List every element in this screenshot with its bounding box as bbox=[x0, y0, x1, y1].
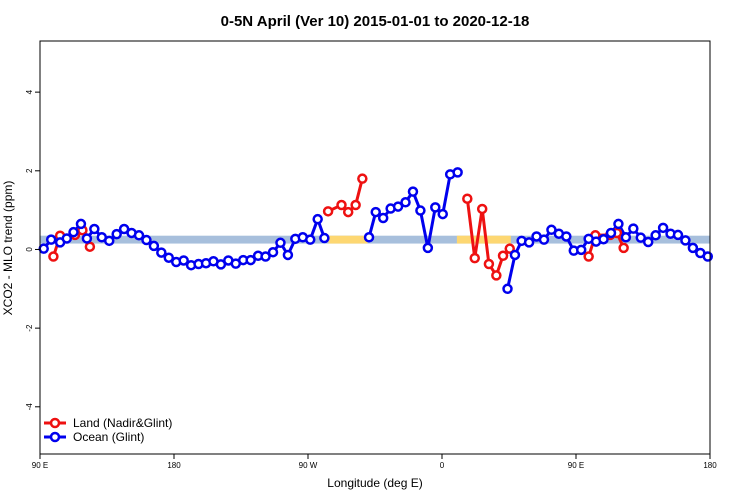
ocean-point-32 bbox=[275, 237, 286, 249]
ocean-point-13 bbox=[133, 230, 145, 241]
land-point-6 bbox=[336, 199, 347, 211]
ocean-point-53 bbox=[509, 249, 521, 261]
ocean-point-55 bbox=[523, 237, 535, 248]
ocean-point-45 bbox=[407, 186, 419, 197]
ocean-point-70 bbox=[635, 232, 647, 243]
legend-ocean-swatch-marker bbox=[49, 431, 61, 443]
legend-ocean-label: Ocean (Glint) bbox=[73, 430, 144, 444]
ocean-point-33 bbox=[282, 249, 294, 261]
reference-band-highlight-2 bbox=[456, 235, 511, 244]
ocean-point-46 bbox=[415, 205, 426, 216]
land-point-9 bbox=[357, 173, 368, 184]
ocean-point-72 bbox=[650, 230, 661, 241]
ocean-point-1 bbox=[45, 234, 57, 245]
ocean-point-67 bbox=[613, 218, 624, 230]
ocean-point-71 bbox=[642, 236, 654, 248]
ocean-point-41 bbox=[377, 212, 389, 224]
ocean-point-15 bbox=[148, 240, 160, 252]
ocean-point-36 bbox=[304, 234, 316, 245]
ocean-point-48 bbox=[430, 202, 441, 213]
land-point-14 bbox=[491, 270, 502, 281]
land-point-16 bbox=[504, 243, 515, 254]
land-point-8 bbox=[350, 199, 361, 211]
x-tick-label-5: 180 bbox=[703, 461, 717, 470]
land-point-5 bbox=[322, 206, 334, 217]
ocean-point-38 bbox=[319, 232, 330, 244]
ocean-point-44 bbox=[400, 197, 411, 208]
y-tick-label-1: -2 bbox=[25, 324, 34, 332]
ocean-point-47 bbox=[422, 242, 434, 254]
legend-land-swatch-marker bbox=[49, 417, 61, 429]
ocean-point-68 bbox=[620, 232, 632, 243]
ocean-point-60 bbox=[561, 231, 572, 242]
land-point-10 bbox=[462, 193, 473, 204]
plot-frame bbox=[39, 40, 711, 455]
land-point-13 bbox=[483, 258, 495, 270]
x-tick-label-1: 180 bbox=[167, 461, 181, 470]
x-axis-label: Longitude (deg E) bbox=[327, 476, 422, 490]
ocean-point-40 bbox=[370, 206, 381, 218]
y-tick-label-4: 4 bbox=[25, 89, 34, 94]
ocean-point-3 bbox=[61, 233, 73, 244]
ocean-point-75 bbox=[672, 229, 684, 241]
x-tick-label-4: 90 E bbox=[568, 461, 584, 470]
ocean-point-69 bbox=[628, 223, 639, 234]
land-point-17 bbox=[583, 251, 594, 262]
ocean-point-49 bbox=[437, 208, 448, 220]
ocean-point-76 bbox=[680, 235, 691, 246]
y-tick-label-0: -4 bbox=[25, 403, 34, 411]
ocean-point-43 bbox=[392, 201, 404, 212]
ocean-point-7 bbox=[89, 223, 100, 235]
land-point-0 bbox=[48, 251, 59, 262]
ocean-point-31 bbox=[267, 246, 279, 258]
ocean-point-4 bbox=[68, 226, 79, 238]
ocean-point-39 bbox=[363, 232, 375, 243]
y-tick-label-3: 2 bbox=[25, 168, 34, 173]
x-tick-label-3: 0 bbox=[440, 461, 445, 470]
ocean-point-77 bbox=[687, 242, 699, 254]
x-tick-label-0: 90 E bbox=[32, 461, 48, 470]
ocean-point-30 bbox=[260, 251, 271, 262]
ocean-point-51 bbox=[452, 167, 463, 178]
reference-band-highlight-1 bbox=[328, 235, 368, 244]
reference-band-fill bbox=[40, 235, 710, 244]
ocean-point-62 bbox=[575, 244, 587, 256]
ocean-point-65 bbox=[598, 233, 609, 245]
chart-title: 0-5N April (Ver 10) 2015-01-01 to 2020-1… bbox=[221, 13, 530, 30]
land-point-15 bbox=[497, 250, 509, 262]
ocean-point-57 bbox=[538, 234, 550, 245]
y-tick-label-2: 0 bbox=[25, 247, 34, 252]
x-tick-label-2: 90 W bbox=[299, 461, 318, 470]
land-point-11 bbox=[469, 252, 481, 264]
ocean-point-17 bbox=[163, 252, 175, 263]
ocean-point-9 bbox=[103, 235, 115, 247]
x-axis: 90 E 180 90 W 0 90 E 180 bbox=[32, 454, 717, 470]
legend-land-label: Land (Nadir&Glint) bbox=[73, 416, 172, 430]
legend: Land (Nadir&Glint) Ocean (Glint) bbox=[44, 416, 172, 444]
ocean-point-73 bbox=[657, 222, 669, 234]
ocean-point-16 bbox=[156, 247, 167, 258]
ocean-point-14 bbox=[141, 234, 152, 246]
ocean-point-66 bbox=[605, 227, 617, 239]
ocean-point-19 bbox=[178, 255, 189, 266]
ocean-point-6 bbox=[81, 233, 93, 244]
y-axis-label: XCO2 - MLO trend (ppm) bbox=[1, 181, 15, 316]
ocean-point-10 bbox=[111, 228, 122, 240]
ocean-point-37 bbox=[312, 213, 323, 225]
ocean-point-79 bbox=[702, 251, 714, 262]
ocean-point-28 bbox=[245, 254, 256, 266]
series-layer bbox=[38, 167, 714, 295]
land-point-12 bbox=[476, 203, 488, 215]
land-point-21 bbox=[618, 242, 629, 254]
y-axis: -4 -2 0 2 4 bbox=[25, 89, 40, 410]
ocean-point-0 bbox=[38, 243, 49, 254]
land-point-4 bbox=[84, 241, 96, 252]
ocean-point-52 bbox=[502, 283, 513, 295]
land-point-7 bbox=[342, 206, 354, 218]
ocean-point-5 bbox=[75, 218, 87, 230]
